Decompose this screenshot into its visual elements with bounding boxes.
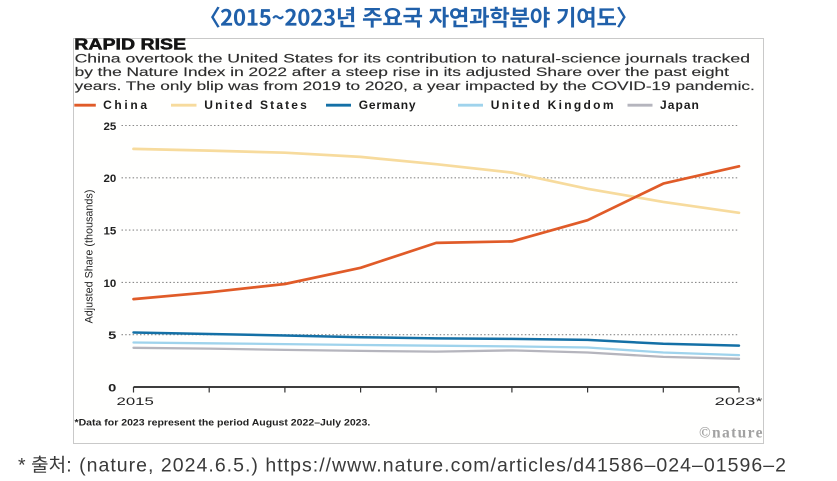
- svg-text:5: 5: [108, 330, 116, 342]
- svg-text:25: 25: [104, 121, 117, 133]
- svg-text:0: 0: [108, 382, 116, 394]
- svg-text:by the Nature Index in 2022 af: by the Nature Index in 2022 after a stee…: [75, 65, 730, 79]
- svg-text:2023*: 2023*: [715, 396, 764, 408]
- svg-text:20: 20: [104, 173, 117, 185]
- svg-text:2015: 2015: [117, 396, 154, 408]
- svg-text:*: *: [18, 455, 26, 477]
- svg-text:China overtook the United Stat: China overtook the United States for its…: [75, 52, 750, 66]
- svg-text:15: 15: [104, 226, 117, 238]
- svg-text:Germany: Germany: [359, 98, 416, 112]
- svg-text:United States: United States: [204, 98, 307, 112]
- svg-text:Adjusted Share (thousands): Adjusted Share (thousands): [84, 190, 96, 324]
- svg-text:China: China: [103, 98, 147, 112]
- svg-text:10: 10: [104, 278, 117, 290]
- svg-text:RAPID RISE: RAPID RISE: [74, 35, 186, 53]
- svg-text:©nature: ©nature: [699, 425, 763, 442]
- svg-text:*Data for 2023 represent the p: *Data for 2023 represent the period Augu…: [75, 418, 371, 428]
- svg-text:Japan: Japan: [660, 98, 699, 112]
- svg-text:: (nature, 2024.6.5.) https://: : (nature, 2024.6.5.) https://www.nature…: [66, 455, 786, 477]
- svg-text:years. The only blip was from: years. The only blip was from 2019 to 20…: [75, 79, 755, 93]
